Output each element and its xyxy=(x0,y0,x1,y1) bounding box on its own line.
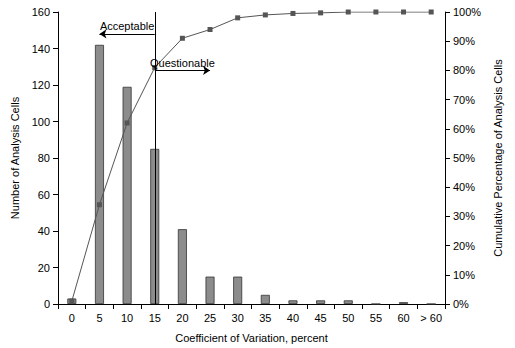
svg-text:100%: 100% xyxy=(453,6,481,18)
svg-text:0: 0 xyxy=(44,298,50,310)
svg-text:> 60: > 60 xyxy=(420,312,442,324)
svg-text:30%: 30% xyxy=(453,210,475,222)
svg-text:80%: 80% xyxy=(453,64,475,76)
svg-text:20%: 20% xyxy=(453,240,475,252)
svg-text:40%: 40% xyxy=(453,181,475,193)
svg-text:5: 5 xyxy=(96,312,102,324)
svg-text:140: 140 xyxy=(32,43,50,55)
svg-text:35: 35 xyxy=(259,312,271,324)
svg-text:55: 55 xyxy=(370,312,382,324)
svg-text:60: 60 xyxy=(38,189,50,201)
svg-text:60: 60 xyxy=(397,312,409,324)
svg-text:80: 80 xyxy=(38,152,50,164)
svg-text:60%: 60% xyxy=(453,123,475,135)
svg-text:50: 50 xyxy=(342,312,354,324)
svg-text:Coefficient of Variation, perc: Coefficient of Variation, percent xyxy=(175,332,327,344)
svg-text:40: 40 xyxy=(287,312,299,324)
svg-text:100: 100 xyxy=(32,116,50,128)
svg-text:0: 0 xyxy=(69,312,75,324)
svg-text:10%: 10% xyxy=(453,269,475,281)
svg-text:Acceptable: Acceptable xyxy=(100,20,154,32)
svg-text:50%: 50% xyxy=(453,152,475,164)
svg-text:10: 10 xyxy=(121,312,133,324)
svg-text:30: 30 xyxy=(232,312,244,324)
svg-text:20: 20 xyxy=(176,312,188,324)
svg-text:Questionable: Questionable xyxy=(150,57,215,69)
svg-text:70%: 70% xyxy=(453,94,475,106)
svg-text:45: 45 xyxy=(314,312,326,324)
svg-text:Cumulative Percentage of Analy: Cumulative Percentage of Analysis Cells xyxy=(492,59,504,257)
svg-text:160: 160 xyxy=(32,6,50,18)
svg-text:0%: 0% xyxy=(453,298,469,310)
svg-text:120: 120 xyxy=(32,79,50,91)
svg-text:90%: 90% xyxy=(453,35,475,47)
svg-text:40: 40 xyxy=(38,225,50,237)
svg-text:Number of Analysis Cells: Number of Analysis Cells xyxy=(9,96,21,219)
svg-text:25: 25 xyxy=(204,312,216,324)
svg-text:20: 20 xyxy=(38,262,50,274)
svg-text:15: 15 xyxy=(149,312,161,324)
